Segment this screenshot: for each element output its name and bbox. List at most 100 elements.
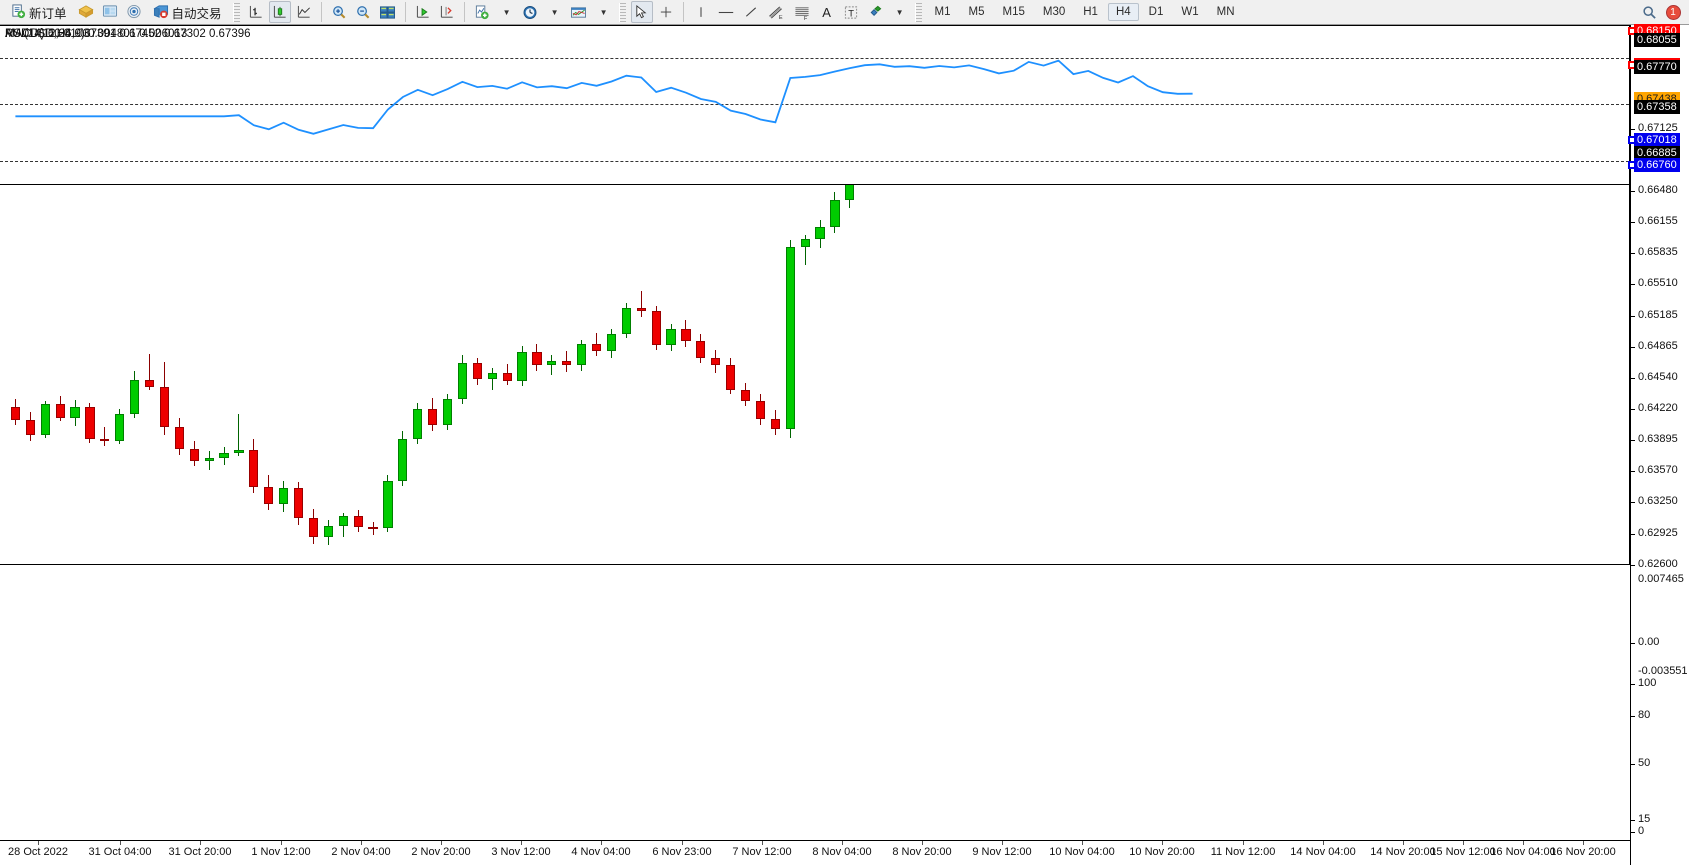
timeframe-h1[interactable]: H1: [1083, 6, 1098, 18]
time-tick-mark: [842, 841, 843, 845]
price-tick-label: 0.62925: [1638, 526, 1678, 539]
periodicity-dropdown[interactable]: ▼: [543, 1, 565, 23]
crosshair-button[interactable]: [655, 1, 677, 23]
time-axis-label: 4 Nov 04:00: [571, 846, 631, 858]
price-tick-label: 0.65185: [1638, 308, 1678, 321]
svg-text:F: F: [803, 16, 807, 20]
candle: [547, 354, 557, 376]
timeframe-mn[interactable]: MN: [1216, 6, 1235, 18]
auto-scroll-button[interactable]: [412, 1, 434, 23]
candle: [472, 357, 482, 385]
rsi-tick-mark: [1631, 820, 1635, 821]
candle: [457, 354, 468, 404]
rsi-level-50: [0, 104, 1629, 105]
bar-chart-button[interactable]: [245, 1, 267, 23]
tile-windows-button[interactable]: [376, 1, 399, 23]
text-button[interactable]: A: [816, 1, 838, 23]
rsi-pane[interactable]: RSI(14) 60.0103: [0, 25, 1630, 185]
data-window-button[interactable]: [75, 1, 97, 23]
time-axis-label: 16 Nov 04:00: [1490, 846, 1556, 858]
candlestick-chart-button[interactable]: [268, 1, 291, 23]
data-window-icon: [78, 4, 94, 21]
terminal-button[interactable]: [123, 1, 145, 23]
candle: [562, 350, 572, 373]
vertical-line-button[interactable]: [690, 1, 712, 23]
templates-dropdown[interactable]: ▼: [592, 1, 614, 23]
indicators-dropdown[interactable]: ▼: [495, 1, 517, 23]
cursor-button[interactable]: [630, 1, 653, 23]
search-button[interactable]: [1638, 1, 1660, 23]
price-level-pill[interactable]: 0.68055: [1634, 32, 1680, 47]
level-handle-marker[interactable]: [1628, 135, 1636, 144]
terminal-icon: [126, 4, 142, 21]
candle: [219, 447, 229, 465]
chart-area[interactable]: AUDUSD,H4 0.67391 0.67452 0.67302 0.6739…: [0, 23, 1689, 865]
text-label-button[interactable]: T: [840, 1, 862, 23]
time-tick-mark: [1162, 841, 1163, 845]
timeframe-w1[interactable]: W1: [1181, 6, 1199, 18]
time-tick-mark: [1523, 841, 1524, 845]
timeframe-d1[interactable]: D1: [1148, 6, 1164, 18]
rsi-scale-label: 0: [1638, 825, 1645, 837]
notification-badge: 1: [1665, 4, 1681, 20]
templates-button[interactable]: [567, 1, 590, 23]
new-order-button[interactable]: 新订单: [5, 1, 73, 23]
navigator-button[interactable]: [99, 1, 121, 23]
price-level-pill[interactable]: 0.67358: [1634, 100, 1680, 115]
price-level-pill[interactable]: 0.66760: [1628, 157, 1680, 172]
price-level-pill[interactable]: 0.67770: [1634, 60, 1680, 75]
chevron-down-icon: ▼: [550, 7, 559, 17]
candle: [293, 482, 304, 526]
fibonacci-button[interactable]: F: [790, 1, 814, 23]
time-tick-mark: [1403, 841, 1404, 845]
chart-shift-button[interactable]: [436, 1, 458, 23]
indicators-button[interactable]: [471, 1, 493, 23]
equidistant-channel-button[interactable]: E: [764, 1, 788, 23]
new-order-icon: [11, 3, 26, 21]
time-tick-mark: [601, 841, 602, 845]
auto-trading-button[interactable]: 自动交易: [147, 1, 228, 23]
line-chart-button[interactable]: [293, 1, 315, 23]
rsi-tick-mark: [1631, 684, 1635, 685]
level-handle-marker[interactable]: [1628, 26, 1636, 35]
trendline-button[interactable]: [740, 1, 762, 23]
candle: [40, 401, 50, 438]
zoom-out-icon: [356, 5, 369, 18]
rsi-scale-label: 80: [1638, 709, 1651, 721]
tile-windows-icon: [379, 5, 395, 19]
timeframe-m5[interactable]: M5: [968, 6, 985, 18]
zoom-in-button[interactable]: [328, 1, 350, 23]
timeframe-m30[interactable]: M30: [1042, 6, 1066, 18]
price-level-pill[interactable]: 0.67018: [1628, 132, 1680, 147]
candle: [666, 323, 676, 351]
time-axis-label: 11 Nov 12:00: [1210, 846, 1276, 858]
shapes-dropdown[interactable]: ▼: [888, 1, 910, 23]
timeframe-m1[interactable]: M1: [934, 6, 951, 18]
timeframe-m15[interactable]: M15: [1002, 6, 1025, 18]
periodicity-button[interactable]: [519, 1, 541, 23]
candle: [383, 475, 393, 533]
candle: [740, 382, 751, 406]
time-tick-mark: [361, 841, 362, 845]
price-tick-mark: [1631, 565, 1635, 566]
candle: [174, 418, 184, 456]
time-axis-label: 28 Oct 2022: [8, 846, 68, 858]
price-level-pill[interactable]: 0.66885: [1634, 145, 1680, 160]
time-axis[interactable]: 28 Oct 2022 31 Oct 04:00 31 Oct 20:00 1 Nov…: [0, 840, 1630, 865]
level-handle-marker[interactable]: [1628, 160, 1636, 169]
timeframe-h4[interactable]: H4: [1107, 3, 1139, 21]
price-scale[interactable]: 0.67125 0.66480 0.66155 0.65835 0.65510 0.651…: [1628, 23, 1689, 865]
indicators-icon: [475, 4, 489, 19]
svg-text:E: E: [778, 15, 782, 20]
price-tick-label: 0.65835: [1638, 246, 1678, 259]
zoom-out-button[interactable]: [352, 1, 374, 23]
price-tick-mark: [1631, 440, 1635, 442]
candle: [502, 363, 512, 385]
shapes-button[interactable]: [864, 1, 886, 23]
new-order-label: 新订单: [29, 6, 67, 21]
notification-button[interactable]: 1: [1662, 1, 1684, 23]
time-axis-label: 10 Nov 20:00: [1129, 846, 1195, 858]
horizontal-line-icon: [718, 11, 733, 13]
horizontal-line-button[interactable]: [714, 1, 738, 23]
candle: [115, 408, 125, 445]
